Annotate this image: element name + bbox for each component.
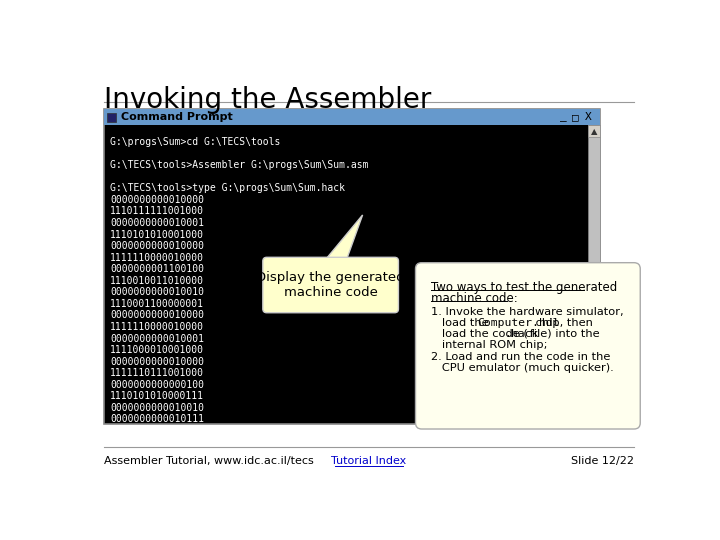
Text: ▲: ▲ [590, 126, 597, 136]
FancyBboxPatch shape [104, 110, 600, 125]
Text: _: _ [559, 112, 567, 122]
Text: 0000000000010010: 0000000000010010 [110, 287, 204, 298]
Text: 0000000000010001: 0000000000010001 [110, 334, 204, 343]
Text: 1110111111001000: 1110111111001000 [110, 206, 204, 217]
Text: 0000000000010000: 0000000000010000 [110, 241, 204, 251]
Text: 0000000000010000: 0000000000010000 [110, 310, 204, 320]
Text: G:\TECS\tools>Assembler G:\progs\Sum\Sum.asm: G:\TECS\tools>Assembler G:\progs\Sum\Sum… [110, 160, 369, 170]
Text: Slide 12/22: Slide 12/22 [571, 456, 634, 466]
Text: 1110001100000001: 1110001100000001 [110, 299, 204, 309]
Text: Command Prompt: Command Prompt [121, 112, 233, 122]
Text: Invoking the Assembler: Invoking the Assembler [104, 86, 431, 114]
Text: G:\progs\Sum>cd G:\TECS\tools: G:\progs\Sum>cd G:\TECS\tools [110, 137, 281, 147]
Text: load the: load the [431, 318, 492, 328]
Text: 1110101010001000: 1110101010001000 [110, 230, 204, 240]
Text: 0000000000010001: 0000000000010001 [110, 218, 204, 228]
Text: file) into the: file) into the [526, 329, 599, 339]
FancyBboxPatch shape [107, 112, 117, 122]
FancyBboxPatch shape [588, 125, 600, 137]
Text: Two ways to test the generated: Two ways to test the generated [431, 281, 617, 294]
Text: 0000000001100100: 0000000001100100 [110, 264, 204, 274]
Text: CPU emulator (much quicker).: CPU emulator (much quicker). [431, 363, 613, 373]
Text: 1111110000010000: 1111110000010000 [110, 253, 204, 262]
Text: machine code:: machine code: [431, 292, 518, 305]
FancyBboxPatch shape [263, 257, 398, 313]
Text: load the code (: load the code ( [431, 329, 528, 339]
Text: chip, then: chip, then [532, 318, 593, 328]
Text: 1111000010001000: 1111000010001000 [110, 345, 204, 355]
Text: Assembler Tutorial, www.idc.ac.il/tecs: Assembler Tutorial, www.idc.ac.il/tecs [104, 456, 314, 466]
Text: .hack: .hack [504, 329, 539, 339]
Text: □: □ [572, 112, 579, 122]
Text: 2. Load and run the code in the: 2. Load and run the code in the [431, 352, 611, 362]
Text: 1110101010000111: 1110101010000111 [110, 392, 204, 401]
Text: Display the generated
machine code: Display the generated machine code [256, 271, 405, 299]
Text: 0000000000010000: 0000000000010000 [110, 356, 204, 367]
Text: X: X [585, 112, 591, 122]
Text: 0000000000010000: 0000000000010000 [110, 195, 204, 205]
FancyBboxPatch shape [415, 262, 640, 429]
Text: 1111110111001000: 1111110111001000 [110, 368, 204, 378]
Text: 0000000000010111: 0000000000010111 [110, 414, 204, 424]
Text: G:\TECS\tools>type G:\progs\Sum\Sum.hack: G:\TECS\tools>type G:\progs\Sum\Sum.hack [110, 184, 345, 193]
Text: 1110010011010000: 1110010011010000 [110, 276, 204, 286]
Text: Tutorial Index: Tutorial Index [331, 456, 407, 466]
Text: internal ROM chip;: internal ROM chip; [431, 340, 547, 350]
Text: 1. Invoke the hardware simulator,: 1. Invoke the hardware simulator, [431, 307, 624, 318]
Text: 1111110000010000: 1111110000010000 [110, 322, 204, 332]
Text: 0000000000000100: 0000000000000100 [110, 380, 204, 390]
FancyBboxPatch shape [104, 110, 600, 423]
Text: Computer.hdl: Computer.hdl [477, 318, 560, 328]
FancyBboxPatch shape [588, 125, 600, 423]
Polygon shape [324, 215, 363, 261]
Text: 0000000000010010: 0000000000010010 [110, 403, 204, 413]
